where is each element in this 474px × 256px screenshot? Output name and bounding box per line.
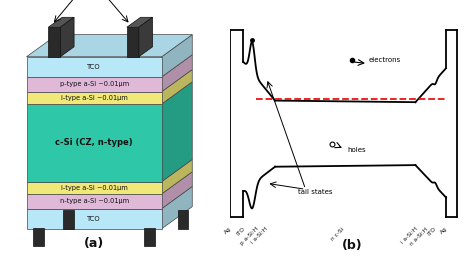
Text: i-type a-Si ~0.01μm: i-type a-Si ~0.01μm: [61, 95, 128, 101]
Polygon shape: [162, 70, 192, 104]
Polygon shape: [63, 210, 73, 229]
Polygon shape: [27, 35, 192, 57]
Polygon shape: [162, 35, 192, 77]
Polygon shape: [27, 182, 162, 194]
Text: TCO: TCO: [87, 216, 101, 222]
Polygon shape: [60, 17, 74, 57]
Polygon shape: [139, 17, 153, 57]
Polygon shape: [162, 159, 192, 194]
Polygon shape: [33, 228, 44, 246]
Polygon shape: [27, 209, 162, 229]
Text: p-type a-Si ~0.01μm: p-type a-Si ~0.01μm: [60, 81, 129, 87]
Text: n-type a-Si ~0.01μm: n-type a-Si ~0.01μm: [60, 198, 129, 204]
Text: (b): (b): [342, 239, 362, 252]
Polygon shape: [27, 194, 162, 209]
Text: (a): (a): [84, 237, 104, 250]
Text: ITO: ITO: [427, 226, 438, 237]
Polygon shape: [162, 82, 192, 182]
Polygon shape: [27, 77, 162, 92]
Text: tail states: tail states: [298, 189, 333, 195]
Text: holes: holes: [347, 147, 365, 153]
Text: Ag: Ag: [223, 226, 232, 236]
Polygon shape: [27, 104, 162, 182]
Text: electrons: electrons: [369, 57, 401, 63]
Polygon shape: [162, 172, 192, 209]
Polygon shape: [27, 57, 162, 77]
Polygon shape: [162, 186, 192, 229]
Polygon shape: [48, 17, 74, 27]
Polygon shape: [27, 92, 162, 104]
Text: c-Si (CZ, n-type): c-Si (CZ, n-type): [55, 138, 133, 147]
Text: Ag: Ag: [439, 226, 448, 236]
Text: i a-Si:H: i a-Si:H: [250, 226, 269, 245]
Text: p a-Si:H: p a-Si:H: [239, 226, 259, 246]
Text: i-type a-Si ~0.01μm: i-type a-Si ~0.01μm: [61, 185, 128, 191]
Polygon shape: [48, 27, 60, 57]
Text: n c-Si: n c-Si: [330, 226, 345, 241]
Polygon shape: [178, 210, 188, 229]
Polygon shape: [127, 27, 139, 57]
Text: TCO: TCO: [87, 64, 101, 70]
Text: ITO: ITO: [235, 226, 246, 237]
Text: i a-Si:H: i a-Si:H: [401, 226, 419, 245]
Text: n a-Si:H: n a-Si:H: [409, 226, 429, 246]
Polygon shape: [144, 228, 155, 246]
Polygon shape: [127, 17, 153, 27]
Polygon shape: [162, 55, 192, 92]
